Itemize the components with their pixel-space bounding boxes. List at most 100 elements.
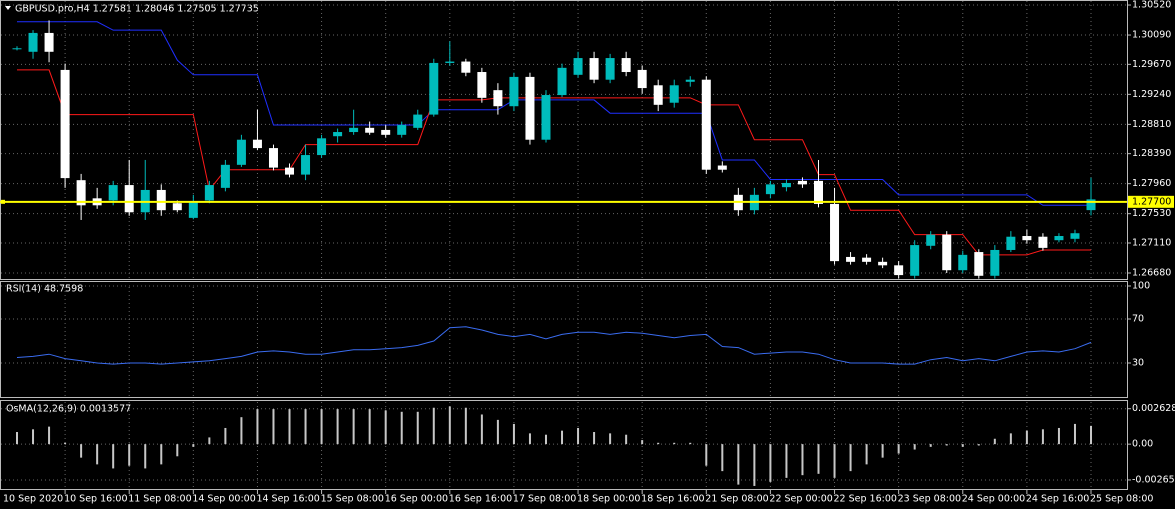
candle-body	[220, 164, 230, 188]
osma-bar	[384, 410, 387, 445]
osma-bar	[881, 444, 884, 458]
osma-bar	[689, 442, 692, 445]
y-tick-label: -0.0026546	[1132, 474, 1175, 485]
osma-bar	[993, 438, 996, 445]
osma-bar	[368, 409, 371, 445]
y-tick-label: 0.0026282	[1132, 403, 1175, 414]
osma-bar	[32, 429, 35, 445]
osma-bar	[625, 434, 628, 445]
candle-body	[557, 67, 567, 96]
candle-body	[958, 254, 968, 271]
x-tick-label: 23 Sep 08:00	[898, 494, 961, 505]
osma-bar	[833, 444, 836, 478]
osma-bar	[961, 444, 964, 447]
x-tick-label: 24 Sep 16:00	[1026, 494, 1089, 505]
y-tick-label: 1.29670	[1132, 59, 1171, 70]
candle-body	[637, 69, 647, 89]
candle-body	[797, 180, 807, 185]
candle-body	[317, 138, 327, 156]
osma-bar	[512, 423, 515, 445]
y-tick-label: 1.27110	[1132, 237, 1171, 248]
osma-bar	[609, 433, 612, 445]
osma-bar	[240, 417, 243, 445]
candle-body	[108, 185, 118, 201]
candle-body	[669, 85, 679, 103]
rsi-line	[16, 326, 1092, 365]
osma-bar	[48, 426, 51, 445]
osma-bar	[657, 442, 660, 445]
candle-body	[509, 76, 519, 107]
osma-bar	[80, 444, 83, 458]
candle-body	[910, 245, 920, 276]
osma-bar	[16, 432, 18, 445]
candle-body	[268, 148, 278, 168]
y-tick-label: 1.26680	[1132, 267, 1171, 278]
x-tick-label: 18 Sep 00:00	[577, 494, 640, 505]
current-price-box	[1128, 195, 1174, 208]
current-price-marker	[1, 199, 5, 204]
osma-bar	[528, 433, 531, 445]
candle-body	[124, 185, 134, 213]
osma-bar	[400, 411, 403, 445]
x-tick-label: 17 Sep 08:00	[513, 494, 576, 505]
candle-body	[285, 167, 295, 175]
x-tick-label: 24 Sep 00:00	[962, 494, 1025, 505]
osma-bar	[112, 444, 115, 469]
osma-bar	[769, 444, 772, 482]
x-tick-label: 11 Sep 08:00	[128, 494, 191, 505]
x-tick-label: 22 Sep 16:00	[834, 494, 897, 505]
main-frame	[0, 0, 1128, 280]
menu-triangle	[5, 6, 11, 10]
osma-bar	[288, 409, 291, 445]
y-tick-label: 30	[1132, 358, 1144, 369]
x-tick-label: 15 Sep 08:00	[321, 494, 384, 505]
osma-bar	[721, 444, 724, 472]
osma-bar	[913, 444, 916, 450]
osma-bar	[64, 442, 67, 445]
candle-body	[28, 32, 38, 52]
osma-bar	[432, 407, 435, 445]
candle-body	[333, 132, 343, 137]
candle-body	[236, 139, 246, 165]
osma-bar	[496, 419, 499, 445]
osma-bar	[801, 444, 804, 476]
osma-bar	[865, 444, 868, 465]
y-tick-label: 70	[1132, 314, 1144, 325]
y-tick-label: 1.27530	[1132, 208, 1171, 219]
candle-body	[1054, 236, 1064, 241]
osma-bar	[336, 409, 339, 445]
candle-body	[204, 185, 214, 201]
osma-bar	[144, 444, 147, 469]
candle-body	[653, 85, 663, 105]
osma-bar	[737, 444, 740, 485]
candle-body	[765, 184, 775, 195]
candle-body	[397, 125, 407, 135]
osma-bar	[977, 444, 980, 446]
candle-body	[429, 62, 439, 115]
candle-body	[477, 72, 487, 98]
candle-body	[701, 79, 711, 170]
osma-bar	[1041, 429, 1044, 445]
osma-bar	[1009, 433, 1012, 445]
candle-body	[878, 261, 888, 266]
x-tick-label: 10 Sep 2020	[3, 494, 63, 505]
candle-body	[12, 48, 22, 50]
x-tick-label: 16 Sep 00:00	[385, 494, 448, 505]
y-tick-label: 1.28390	[1132, 148, 1171, 159]
candle-body	[493, 90, 503, 107]
candle-body	[862, 257, 872, 262]
osma-bar	[1057, 427, 1060, 445]
indicator-line	[17, 69, 1092, 256]
candle-body	[685, 79, 695, 82]
osma-bar	[945, 444, 948, 446]
y-tick-label: 0.00	[1132, 439, 1153, 450]
chart-title: GBPUSD.pro,H4 1.27581 1.28046 1.27505 1.…	[15, 4, 259, 15]
indicator-line	[17, 21, 1092, 206]
candle-body	[1086, 199, 1096, 211]
y-tick-label: 1.30520	[1132, 0, 1171, 11]
candle-body	[846, 256, 856, 262]
current-price-label: 1.27700	[1132, 196, 1171, 207]
candle-body	[605, 58, 615, 80]
candle-body	[814, 180, 823, 204]
